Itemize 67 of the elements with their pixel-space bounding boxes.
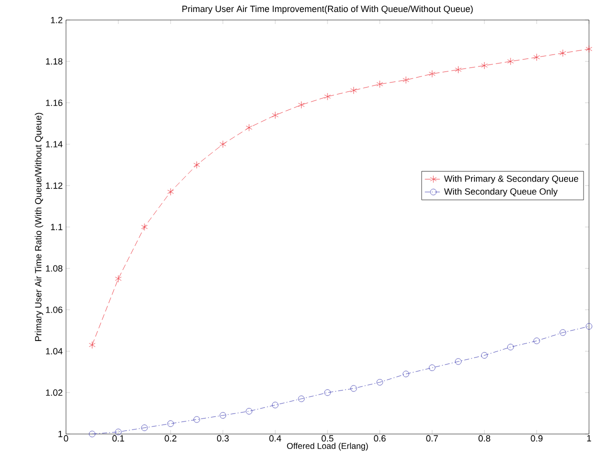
- point: [324, 92, 331, 100]
- point: [167, 420, 174, 427]
- y-tick-label: 1.08: [46, 265, 62, 272]
- point: [88, 430, 96, 438]
- point: [560, 329, 566, 336]
- point: [141, 223, 148, 231]
- x-tick-label: 0: [64, 435, 68, 442]
- x-tick-label: 0.7: [426, 435, 438, 442]
- legend-label: With Primary & Secondary Queue: [444, 175, 578, 184]
- y-tick-label: 1.14: [46, 141, 63, 148]
- point: [560, 49, 566, 57]
- x-tick-label: 0.9: [530, 435, 543, 442]
- point: [115, 275, 122, 282]
- y-tick-label: 1.1: [51, 224, 62, 230]
- x-tick-label: 0.4: [269, 435, 282, 442]
- point: [402, 370, 410, 378]
- x-tick-label: 0.5: [322, 435, 334, 442]
- point: [376, 379, 384, 386]
- x-tick-label: 0.1: [112, 435, 124, 442]
- x-tick-label: 0.3: [217, 435, 229, 442]
- point: [194, 161, 200, 169]
- y-tick-label: 1.16: [46, 100, 62, 106]
- x-tick-label: 1: [587, 435, 592, 442]
- point: [402, 76, 410, 84]
- point: [534, 338, 540, 344]
- legend-label: With Secondary Queue Only: [444, 188, 558, 196]
- point: [246, 124, 252, 132]
- point: [220, 412, 226, 419]
- point: [428, 364, 436, 371]
- point: [350, 385, 357, 392]
- point: [507, 344, 514, 350]
- point: [481, 62, 488, 70]
- point: [586, 45, 592, 53]
- point: [246, 408, 252, 414]
- point: [115, 428, 122, 436]
- point: [298, 396, 305, 402]
- point: [507, 58, 514, 66]
- x-axis-title: Offered Load (Erlang): [287, 442, 368, 451]
- y-tick-label: 1.2: [51, 16, 62, 24]
- x-tick-label: 0.2: [164, 435, 176, 442]
- point: [533, 54, 540, 61]
- point: [141, 424, 148, 431]
- y-tick-label: 1: [58, 430, 62, 438]
- point: [428, 70, 436, 78]
- y-axis-title: Primary User Air Time Ratio (With Queue/Without Queue): [34, 112, 44, 341]
- y-tick-label: 1.06: [46, 306, 62, 313]
- point: [350, 86, 357, 94]
- point: [272, 402, 278, 408]
- point: [481, 352, 488, 359]
- point: [586, 323, 592, 330]
- y-tick-label: 1.12: [46, 182, 62, 189]
- point: [376, 80, 384, 88]
- point: [298, 101, 305, 109]
- point: [455, 66, 462, 74]
- point: [272, 112, 278, 119]
- y-tick-label: 1.18: [46, 58, 62, 65]
- point: [88, 341, 96, 349]
- chart-title: Primary User Air Time Improvement(Ratio of With Queue/Without Queue): [182, 5, 473, 14]
- point: [194, 416, 200, 423]
- y-tick-label: 1.02: [46, 389, 62, 396]
- point: [324, 389, 331, 396]
- point: [455, 358, 462, 365]
- y-tick-label: 1.04: [46, 348, 63, 354]
- x-tick-label: 0.8: [478, 435, 490, 442]
- point: [220, 140, 226, 148]
- point: [167, 188, 174, 196]
- x-tick-label: 0.6: [374, 435, 386, 442]
